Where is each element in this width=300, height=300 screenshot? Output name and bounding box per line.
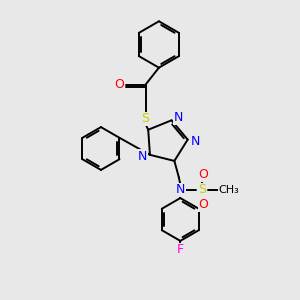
Text: N: N — [138, 150, 147, 163]
Text: S: S — [142, 112, 149, 125]
Text: O: O — [198, 198, 208, 211]
Text: N: N — [176, 183, 185, 196]
Text: S: S — [198, 183, 206, 196]
Text: N: N — [190, 135, 200, 148]
Text: O: O — [198, 168, 208, 182]
Text: N: N — [173, 111, 183, 124]
Text: CH₃: CH₃ — [218, 185, 239, 195]
Text: O: O — [115, 78, 124, 91]
Text: F: F — [177, 243, 184, 256]
